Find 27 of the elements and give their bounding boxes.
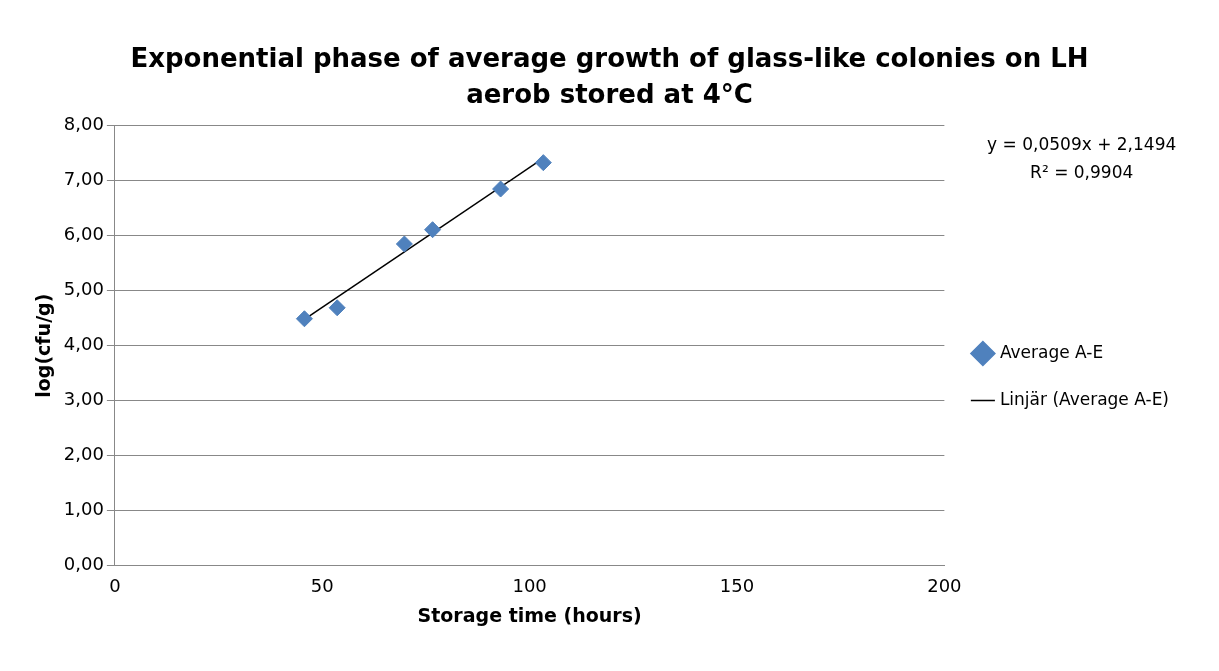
point bbox=[328, 299, 346, 317]
point bbox=[534, 154, 552, 172]
x-tick-label: 150 bbox=[719, 575, 755, 597]
point bbox=[395, 235, 413, 253]
y-tick-label: 3,00 bbox=[63, 388, 104, 410]
y-axis-title: log(cfu/g) bbox=[32, 293, 55, 398]
y-tick-label: 6,00 bbox=[63, 223, 104, 245]
x-tick-label: 0 bbox=[109, 575, 121, 597]
text: y = 0,0509x + 2,1494 bbox=[987, 134, 1177, 155]
legend-label: Linjär (Average A-E) bbox=[999, 388, 1170, 409]
point bbox=[295, 310, 313, 328]
point bbox=[492, 180, 510, 198]
point bbox=[424, 221, 442, 239]
y-tick-label: 2,00 bbox=[63, 443, 104, 465]
legend-label: Average A-E bbox=[999, 341, 1104, 362]
y-tick-label: 5,00 bbox=[63, 278, 104, 300]
y-tick-label: 7,00 bbox=[63, 168, 104, 190]
x-tick-label: 100 bbox=[512, 575, 547, 597]
x-axis-title: Storage time (hours) bbox=[417, 603, 642, 626]
y-tick-label: 8,00 bbox=[63, 113, 104, 135]
x-tick-label: 200 bbox=[927, 575, 962, 597]
chart-title: Exponential phase of average growth of glass-like colonies on LH aerob stored at 4°C bbox=[129, 42, 1090, 111]
y-tick-label: 0,00 bbox=[63, 553, 104, 575]
y-tick-label: 1,00 bbox=[63, 498, 104, 520]
y-tick-label: 4,00 bbox=[63, 333, 104, 355]
x-tick-label: 50 bbox=[310, 575, 334, 597]
text: R² = 0,9904 bbox=[1030, 162, 1134, 183]
